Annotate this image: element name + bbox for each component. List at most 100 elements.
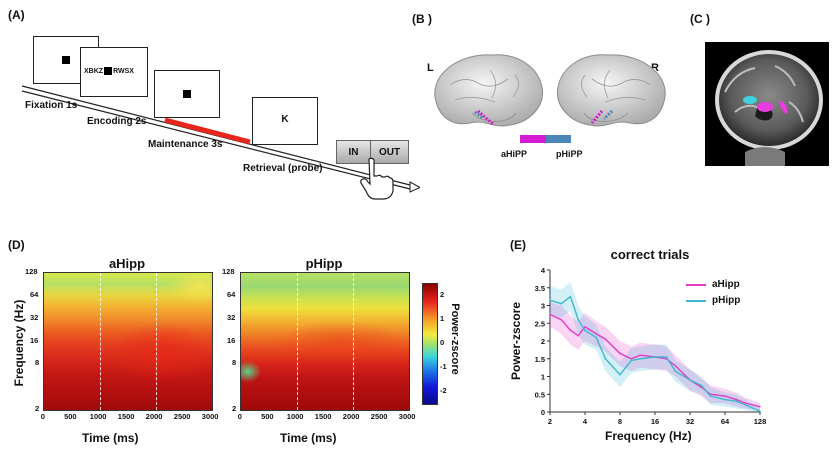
phipp-dash-2000	[352, 273, 354, 410]
timeline-arrowhead	[409, 181, 420, 193]
ahipp-heatmap	[43, 272, 213, 411]
ahipp-xtick: 1500	[117, 412, 135, 421]
maintenance-square	[183, 90, 191, 98]
y-tick-label: 4	[541, 266, 546, 275]
data-point-ahipp	[584, 326, 586, 328]
band-phipp	[550, 282, 760, 412]
ahipp-ytick: 128	[25, 267, 38, 276]
data-point-ahipp	[639, 354, 642, 356]
panel-d-label: (D)	[8, 238, 25, 252]
data-point-ahipp	[744, 402, 747, 404]
band-ahipp	[550, 301, 760, 411]
phipp-ytick: 16	[227, 335, 236, 345]
y-tick-label: 2.5	[535, 319, 545, 328]
data-point-ahipp	[569, 329, 572, 332]
ahipp-label: aHiPP	[501, 149, 528, 159]
y-tick-label: 1.5	[535, 355, 545, 364]
data-point-ahipp	[604, 338, 607, 341]
data-point-phipp	[654, 356, 656, 358]
y-tick-label: 0.5	[535, 390, 545, 399]
legend-label-phipp: pHipp	[712, 295, 741, 306]
legend-item-phipp: pHipp	[686, 295, 740, 306]
brain-surface-views	[434, 54, 666, 127]
colorbar-tick: 1	[440, 314, 445, 323]
y-tick-label: 0	[541, 408, 545, 417]
data-point-phipp	[577, 318, 580, 321]
data-point-phipp	[759, 410, 761, 413]
ahipp-xlabel: Time (ms)	[82, 431, 139, 445]
probe-screen: K	[252, 97, 318, 145]
encoding-screen: XBKZ RWSX	[80, 47, 148, 97]
y-tick-label: 3	[541, 302, 545, 311]
data-point-phipp	[569, 295, 572, 298]
ahipp-xtick: 500	[64, 412, 77, 421]
phipp-xtick: 0	[237, 412, 242, 421]
x-tick-label: 8	[618, 417, 622, 426]
ahipp-ytick: 2	[35, 404, 40, 413]
line-chart-xlabel: Frequency (Hz)	[605, 429, 692, 443]
panel-e-label: (E)	[510, 238, 526, 252]
encoding-label: Encoding 2s	[87, 116, 147, 127]
pointing-hand-icon	[360, 157, 394, 200]
ahipp-xtick: 2500	[173, 412, 191, 421]
data-point-phipp	[674, 370, 677, 372]
x-tick-label: 128	[754, 417, 767, 426]
colorbar-tick: -2	[440, 386, 447, 395]
phipp-xlabel: Time (ms)	[280, 431, 337, 445]
fixation-square	[62, 56, 70, 64]
colorbar-tick: -1	[440, 362, 447, 371]
ahipp-dash-1000	[99, 273, 101, 410]
data-point-phipp	[639, 357, 642, 360]
fixation-label: Fixation 1s	[25, 100, 78, 111]
phipp-dash-1000	[296, 273, 298, 410]
ahipp-dash-2000	[155, 273, 157, 410]
y-tick-label: 2	[541, 337, 545, 346]
colorbar-tick: 2	[440, 290, 445, 299]
out-button[interactable]: OUT	[370, 140, 409, 164]
data-point-ahipp	[549, 313, 551, 316]
phipp-color-swatch	[546, 135, 571, 143]
series-line-ahipp	[549, 313, 761, 408]
data-point-phipp	[709, 395, 712, 397]
sagittal-mri-image	[705, 42, 829, 166]
panel-b-label: (B )	[412, 12, 432, 26]
data-point-phipp	[595, 336, 598, 339]
phipp-xtick: 500	[261, 412, 274, 421]
retrieval-label: Retrieval (probe)	[243, 163, 323, 174]
x-tick-label: 32	[686, 417, 694, 426]
timeline-line-bottom	[21, 90, 411, 190]
data-point-phipp	[584, 329, 586, 332]
line-chart-ylabel: Power-zscore	[509, 301, 523, 381]
maintenance-screen	[154, 70, 220, 118]
data-point-ahipp	[724, 395, 726, 397]
phipp-ytick: 32	[227, 312, 236, 322]
data-point-phipp	[604, 357, 607, 360]
phipp-label: pHiPP	[556, 149, 583, 159]
phipp-ytick: 64	[227, 289, 236, 299]
series-line-phipp	[549, 295, 761, 412]
left-hemisphere-label: L	[427, 62, 434, 74]
legend-swatch-ahipp	[686, 283, 706, 286]
phipp-xtick: 1000	[286, 412, 304, 421]
data-point-ahipp	[674, 365, 677, 367]
x-tick-label: 64	[721, 417, 730, 426]
phipp-xtick: 2500	[370, 412, 388, 421]
ahipp-ytick: 16	[30, 335, 39, 345]
data-point-phipp	[619, 373, 621, 376]
stimulus-letters-left: XBKZ	[84, 67, 104, 75]
x-tick-label: 2	[548, 417, 552, 426]
stimulus-letters-right: RWSX	[113, 67, 134, 75]
probe-letter: K	[281, 114, 289, 125]
data-point-phipp	[549, 299, 551, 301]
ahipp-xtick: 0	[40, 412, 45, 421]
panel-a-label: (A)	[8, 8, 25, 22]
y-tick-label: 3.5	[535, 284, 545, 293]
data-point-phipp	[724, 398, 726, 401]
x-tick-label: 4	[583, 417, 588, 426]
ahipp-xtick: 3000	[201, 412, 219, 421]
ahipp-region	[757, 102, 773, 112]
data-point-phipp	[744, 404, 747, 406]
phipp-heatmap-title: pHipp	[305, 256, 343, 271]
colorbar	[422, 283, 438, 405]
phipp-ytick: 2	[232, 404, 237, 413]
